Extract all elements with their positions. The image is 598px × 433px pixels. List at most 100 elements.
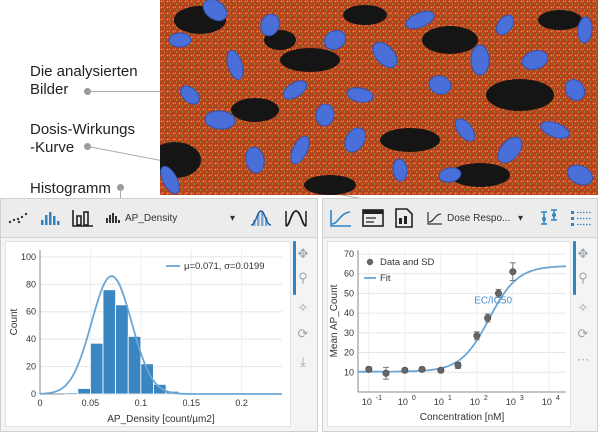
x-tick-exponent: -1 [376, 395, 382, 402]
legend-data-label: Data and SD [380, 257, 435, 268]
measure-select[interactable]: AP_Density ▾ [105, 207, 237, 229]
nucleus [567, 164, 593, 186]
y-tick-label: 50 [344, 288, 354, 298]
magic-wand-icon[interactable]: ✧ [297, 300, 309, 315]
annotation-images-dot [84, 88, 91, 95]
error-bars-button[interactable] [537, 207, 561, 229]
background-gap [422, 26, 478, 54]
table-icon [362, 209, 384, 227]
plot-type-select[interactable]: Dose Respo... ▾ [427, 207, 525, 229]
nucleus [521, 50, 549, 70]
curve-button[interactable] [283, 207, 309, 229]
line-plot-button[interactable] [329, 207, 353, 229]
y-tick-label: 70 [344, 249, 354, 259]
x-tick-exponent: 2 [484, 395, 488, 402]
y-tick-label: 30 [344, 328, 354, 338]
dose-response-panel: Dose Respo... ▾ 10 20 30 40 50 60 70 10 -1 10 0 10 1… [322, 198, 598, 432]
nucleus [344, 127, 366, 153]
download-icon[interactable]: ⤓ [300, 354, 306, 369]
legend-data-marker [366, 258, 374, 266]
histogram-plot-area: 0 20 40 60 80 100 0 0.05 0.1 0.15 0.2 μ=0.071, σ=0.… [5, 241, 291, 427]
list-options-button[interactable] [569, 207, 593, 229]
y-tick-label: 10 [344, 367, 354, 377]
data-point [365, 365, 373, 373]
x-tick-base: 10 [398, 397, 408, 407]
histogram-bar [102, 289, 117, 395]
distribution-fit-icon [250, 210, 272, 226]
curve-icon [285, 210, 307, 227]
nucleus [226, 49, 244, 81]
histogram-side-toolbar: ✥ ⚲ ✧ ⟳ ⤓ [293, 241, 315, 427]
chevron-down-icon: ▾ [229, 212, 235, 224]
more-icon[interactable]: ⋯ [576, 352, 590, 367]
y-axis-label: Count [9, 308, 20, 335]
background-gap [280, 48, 340, 72]
y-tick-label: 100 [21, 252, 36, 262]
nucleus [372, 41, 398, 69]
x-tick-label: 0 [37, 398, 42, 408]
nucleus [577, 16, 593, 44]
dose-side-toolbar: ✥ ⚲ ✧ ⟳ ⋯ [573, 241, 595, 427]
histogram-bar [153, 383, 167, 395]
histogram-button[interactable] [39, 207, 61, 229]
dose-plot-area: 10 20 30 40 50 60 70 10 -1 10 0 10 1 10 2 10 3 10 4 Data an… [327, 241, 571, 427]
table-view-button[interactable] [361, 207, 385, 229]
microscopy-image [160, 0, 598, 195]
data-point [473, 332, 481, 340]
nucleus [315, 103, 335, 127]
x-tick-exponent: 3 [520, 395, 524, 402]
background-gap [304, 175, 356, 195]
zoom-select-icon[interactable]: ⚲ [298, 270, 308, 285]
fit-distribution-button[interactable] [249, 207, 273, 229]
nucleus [282, 80, 308, 100]
nucleus [323, 30, 347, 50]
bar-chart-icon [72, 210, 93, 227]
histogram-toolbar: AP_Density ▾ [1, 199, 317, 238]
x-tick-label: 0.15 [182, 398, 200, 408]
measure-select-value: AP_Density [125, 212, 178, 224]
bar-chart-button[interactable] [71, 207, 95, 229]
x-axis-label: Concentration [nM] [420, 412, 505, 423]
nucleus [564, 79, 586, 101]
x-tick-base: 10 [362, 397, 372, 407]
legend-fit-label: μ=0.071, σ=0.0199 [184, 261, 265, 272]
scatter-plot-button[interactable] [7, 207, 29, 229]
refresh-icon[interactable]: ⟳ [577, 326, 589, 341]
histogram-small-icon [106, 213, 120, 223]
ec50-annotation: EC/IC50 [474, 295, 512, 306]
magic-wand-icon[interactable]: ✧ [577, 300, 589, 315]
x-tick-base: 10 [506, 397, 516, 407]
nucleus [202, 0, 228, 22]
data-point [382, 369, 390, 377]
annotation-dose-curve: Dosis-Wirkungs -Kurve [30, 121, 136, 156]
x-tick-label: 0.2 [235, 398, 248, 408]
y-tick-label: 60 [26, 307, 36, 317]
x-tick-exponent: 4 [556, 395, 560, 402]
pan-icon[interactable]: ✥ [297, 246, 309, 261]
histogram-bar [77, 388, 91, 395]
x-tick-base: 10 [542, 397, 552, 407]
data-point [454, 361, 462, 369]
x-axis-label: AP_Density [count/µm2] [107, 414, 215, 425]
dose-fit-line [358, 265, 566, 373]
y-axis-label: Mean AP_Count [329, 284, 340, 357]
nucleus [540, 121, 570, 139]
report-button[interactable] [393, 207, 415, 229]
x-tick-base: 10 [434, 397, 444, 407]
data-point [437, 366, 445, 374]
list-icon [571, 211, 591, 226]
nucleus [428, 75, 452, 95]
nucleus [290, 135, 310, 165]
legend-fit-label: Fit [380, 273, 391, 284]
plot-type-value: Dose Respo... [447, 212, 511, 224]
data-point [484, 314, 492, 322]
nucleus [260, 13, 280, 37]
side-accent-bar [573, 241, 576, 295]
zoom-select-icon[interactable]: ⚲ [578, 270, 588, 285]
y-tick-label: 40 [26, 334, 36, 344]
pan-icon[interactable]: ✥ [577, 246, 589, 261]
dose-response-chart: 10 20 30 40 50 60 70 10 -1 10 0 10 1 10 2 10 3 10 4 Data an… [329, 249, 566, 423]
refresh-icon[interactable]: ⟳ [297, 326, 309, 341]
background-gap [450, 163, 510, 187]
histogram-panel: AP_Density ▾ 0 20 40 60 80 100 0 0.05 0.1 0.15 0.2… [0, 198, 318, 432]
